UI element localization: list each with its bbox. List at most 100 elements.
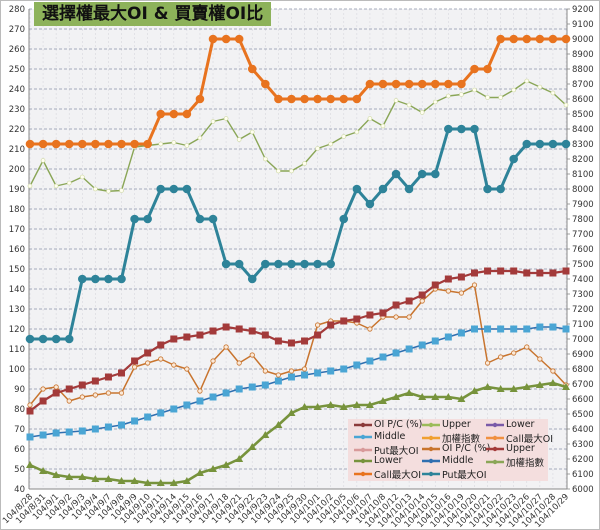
right-axis-tick: 8300 (572, 140, 594, 150)
legend-label: Put最大OI (442, 470, 487, 481)
right-axis-tick: 9100 (572, 20, 594, 30)
legend-item: Middle (354, 431, 405, 442)
legend-swatch-icon (354, 422, 372, 427)
legend-swatch-icon (422, 422, 440, 427)
legend-label: 加權指數 (506, 458, 545, 469)
right-axis-tick: 8100 (572, 170, 594, 180)
legend-label: Lower (506, 419, 535, 430)
legend-label: 加權指數 (442, 434, 481, 445)
right-axis-tick: 6200 (572, 455, 594, 465)
right-axis-tick: 7200 (572, 305, 594, 315)
right-axis-tick: 9200 (572, 5, 594, 15)
left-axis-tick: 70 (14, 425, 25, 435)
right-axis-tick: 6600 (572, 395, 594, 405)
legend-label: Call最大OI (506, 434, 554, 445)
legend-item: Put最大OI (354, 443, 419, 457)
legend-swatch-icon (486, 446, 504, 451)
left-axis-tick: 90 (14, 385, 25, 395)
legend-swatch-icon (486, 459, 504, 465)
legend-item: Lower (354, 455, 402, 466)
legend-item: Upper (422, 419, 471, 430)
left-axis-tick: 250 (9, 65, 25, 75)
right-axis-tick: 8200 (572, 155, 594, 165)
left-axis-tick: 40 (14, 485, 25, 495)
right-axis-tick: 8500 (572, 110, 594, 120)
right-axis-tick: 7800 (572, 215, 594, 225)
right-axis-tick: 8700 (572, 80, 594, 90)
left-axis-tick: 120 (9, 325, 25, 335)
legend-swatch-icon (422, 458, 440, 463)
legend-swatch-icon (354, 458, 372, 463)
right-axis-tick: 8600 (572, 95, 594, 105)
left-axis-tick: 150 (9, 265, 25, 275)
legend-label: Middle (442, 455, 474, 466)
legend-label: Upper (442, 419, 471, 430)
legend-item: 加權指數 (422, 431, 480, 445)
left-axis-tick: 140 (9, 285, 25, 295)
legend-swatch-icon (354, 471, 372, 477)
right-axis-tick: 6100 (572, 470, 594, 480)
legend-item: 加權指數 (486, 455, 544, 469)
right-axis-tick: 6400 (572, 425, 594, 435)
left-axis-tick: 210 (9, 145, 25, 155)
right-axis-tick: 7100 (572, 320, 594, 330)
legend-label: Call最大OI (374, 470, 422, 481)
right-axis-tick: 6500 (572, 410, 594, 420)
legend-label: Upper (506, 443, 535, 454)
left-axis-tick: 50 (14, 465, 25, 475)
legend-item: Call最大OI (486, 431, 553, 445)
right-axis-tick: 7000 (572, 335, 594, 345)
legend-item: OI P/C (%) (422, 443, 490, 454)
left-axis-tick: 80 (14, 405, 25, 415)
right-axis-tick: 7500 (572, 260, 594, 270)
chart-legend: OI P/C (%) Upper Lower Middle 加權指數 Call最大OI Pu… (348, 419, 553, 481)
right-axis-tick: 8000 (572, 185, 594, 195)
legend-swatch-icon (422, 435, 440, 441)
legend-item: OI P/C (%) (354, 419, 422, 430)
right-axis-tick: 6900 (572, 350, 594, 360)
left-axis-tick: 260 (9, 45, 25, 55)
right-axis-tick: 8400 (572, 125, 594, 135)
legend-item: Middle (422, 455, 473, 466)
chart-title: 選擇權最大OI & 買賣權OI比 (34, 2, 272, 26)
legend-label: Put最大OI (374, 446, 419, 457)
right-axis-tick: 9000 (572, 35, 594, 45)
left-axis-tick: 220 (9, 125, 25, 135)
right-axis-tick: 8800 (572, 65, 594, 75)
left-axis-tick: 110 (9, 345, 25, 355)
right-axis-tick: 6700 (572, 380, 594, 390)
right-axis-tick: 8900 (572, 50, 594, 60)
right-axis-tick: 7700 (572, 230, 594, 240)
left-axis-tick: 240 (9, 85, 25, 95)
right-axis-tick: 6300 (572, 440, 594, 450)
legend-swatch-icon (354, 434, 372, 439)
legend-label: OI P/C (%) (374, 419, 423, 430)
series-line (29, 381, 567, 485)
legend-swatch-icon (486, 435, 504, 441)
legend-label: Middle (374, 431, 406, 442)
left-axis-tick: 190 (9, 185, 25, 195)
legend-label: OI P/C (%) (442, 443, 491, 454)
right-axis-tick: 7300 (572, 290, 594, 300)
left-axis-tick: 200 (9, 165, 25, 175)
legend-swatch-icon (486, 422, 504, 427)
legend-swatch-icon (422, 446, 440, 451)
right-axis-tick: 6800 (572, 365, 594, 375)
left-axis-tick: 280 (9, 5, 25, 15)
left-axis-tick: 60 (14, 445, 25, 455)
left-axis-tick: 270 (9, 25, 25, 35)
left-axis-tick: 160 (9, 245, 25, 255)
legend-label: Lower (374, 455, 403, 466)
left-axis-tick: 170 (9, 225, 25, 235)
right-axis-tick: 6000 (572, 485, 594, 495)
legend-item: Upper (486, 443, 535, 454)
legend-item: Lower (486, 419, 534, 430)
left-axis-tick: 100 (9, 365, 25, 375)
right-axis-tick: 7900 (572, 200, 594, 210)
legend-item: Put最大OI (422, 467, 487, 481)
left-axis-tick: 230 (9, 105, 25, 115)
right-axis-tick: 7400 (572, 275, 594, 285)
legend-swatch-icon (354, 447, 372, 453)
right-axis-tick: 7600 (572, 245, 594, 255)
